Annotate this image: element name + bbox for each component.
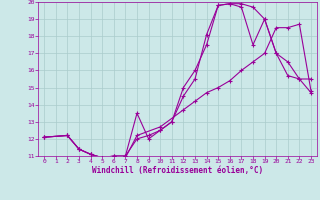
X-axis label: Windchill (Refroidissement éolien,°C): Windchill (Refroidissement éolien,°C) [92,166,263,175]
